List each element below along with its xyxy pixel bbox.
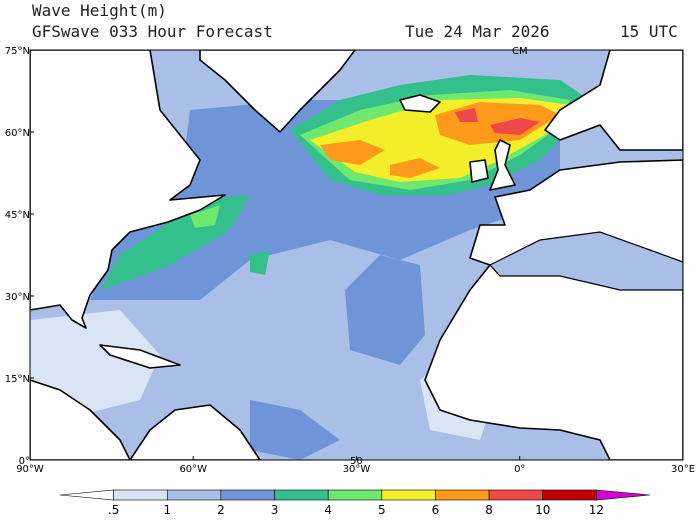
colorbar-label: .5: [108, 503, 119, 517]
lon-label: 30°W: [343, 464, 371, 475]
annotation: 50: [350, 456, 363, 467]
colorbar-swatch: [435, 489, 490, 501]
colorbar-label: 6: [432, 503, 440, 517]
lat-label: 45°N: [5, 210, 30, 221]
colorbar-label: 4: [324, 503, 332, 517]
colorbar-swatch: [166, 489, 222, 501]
lat-label: 60°N: [5, 128, 30, 139]
colorbar: .5 1 2 3 4 5 6 8 10 12: [59, 489, 651, 517]
land: [544, 50, 683, 151]
colorbar-label: 3: [271, 503, 279, 517]
lat-label: 15°N: [5, 374, 30, 385]
colorbar-label: 8: [485, 503, 493, 517]
lon-label: 30°E: [671, 464, 695, 475]
land: [99, 344, 181, 369]
title: Wave Height(m): [32, 1, 167, 20]
colorbar-label: 10: [535, 503, 550, 517]
colorbar-swatch: [113, 489, 168, 501]
lon-label: 60°W: [179, 464, 207, 475]
colorbar-swatch: [327, 489, 383, 501]
colorbar-label: 2: [217, 503, 225, 517]
colorbar-label: 5: [378, 503, 386, 517]
date: Tue 24 Mar 2026: [405, 22, 550, 41]
map: [30, 50, 683, 460]
lat-label: 75°N: [5, 46, 30, 57]
colorbar-label: 12: [589, 503, 604, 517]
lon-label: 90°W: [16, 464, 44, 475]
lat-label: 30°N: [5, 292, 30, 303]
land: [30, 50, 226, 329]
wave-band: [320, 102, 560, 178]
subtitle: GFSwave 033 Hour Forecast: [32, 22, 273, 41]
land: [399, 94, 441, 113]
annotation: CM: [512, 46, 528, 57]
colorbar-swatch: [542, 489, 597, 501]
time: 15 UTC: [620, 22, 678, 41]
colorbar-swatch: [274, 489, 329, 501]
colorbar-swatch: [381, 489, 436, 501]
sea: [489, 231, 683, 291]
wave-band: [455, 108, 540, 135]
lon-label: 0°: [514, 464, 525, 475]
land: [469, 139, 516, 191]
colorbar-swatch: [59, 489, 114, 501]
land: [30, 379, 261, 460]
colorbar-swatch: [488, 489, 544, 501]
colorbar-label: 1: [163, 503, 171, 517]
colorbar-swatch: [220, 489, 275, 501]
colorbar-swatch: [596, 489, 651, 501]
wave-band: [30, 310, 500, 440]
land: [424, 159, 683, 460]
land: [199, 50, 356, 133]
lat-label: 0°: [19, 456, 30, 467]
